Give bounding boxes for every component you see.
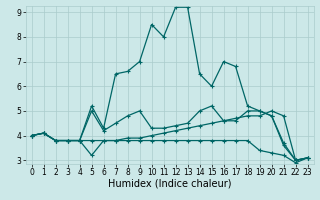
X-axis label: Humidex (Indice chaleur): Humidex (Indice chaleur) xyxy=(108,179,231,189)
